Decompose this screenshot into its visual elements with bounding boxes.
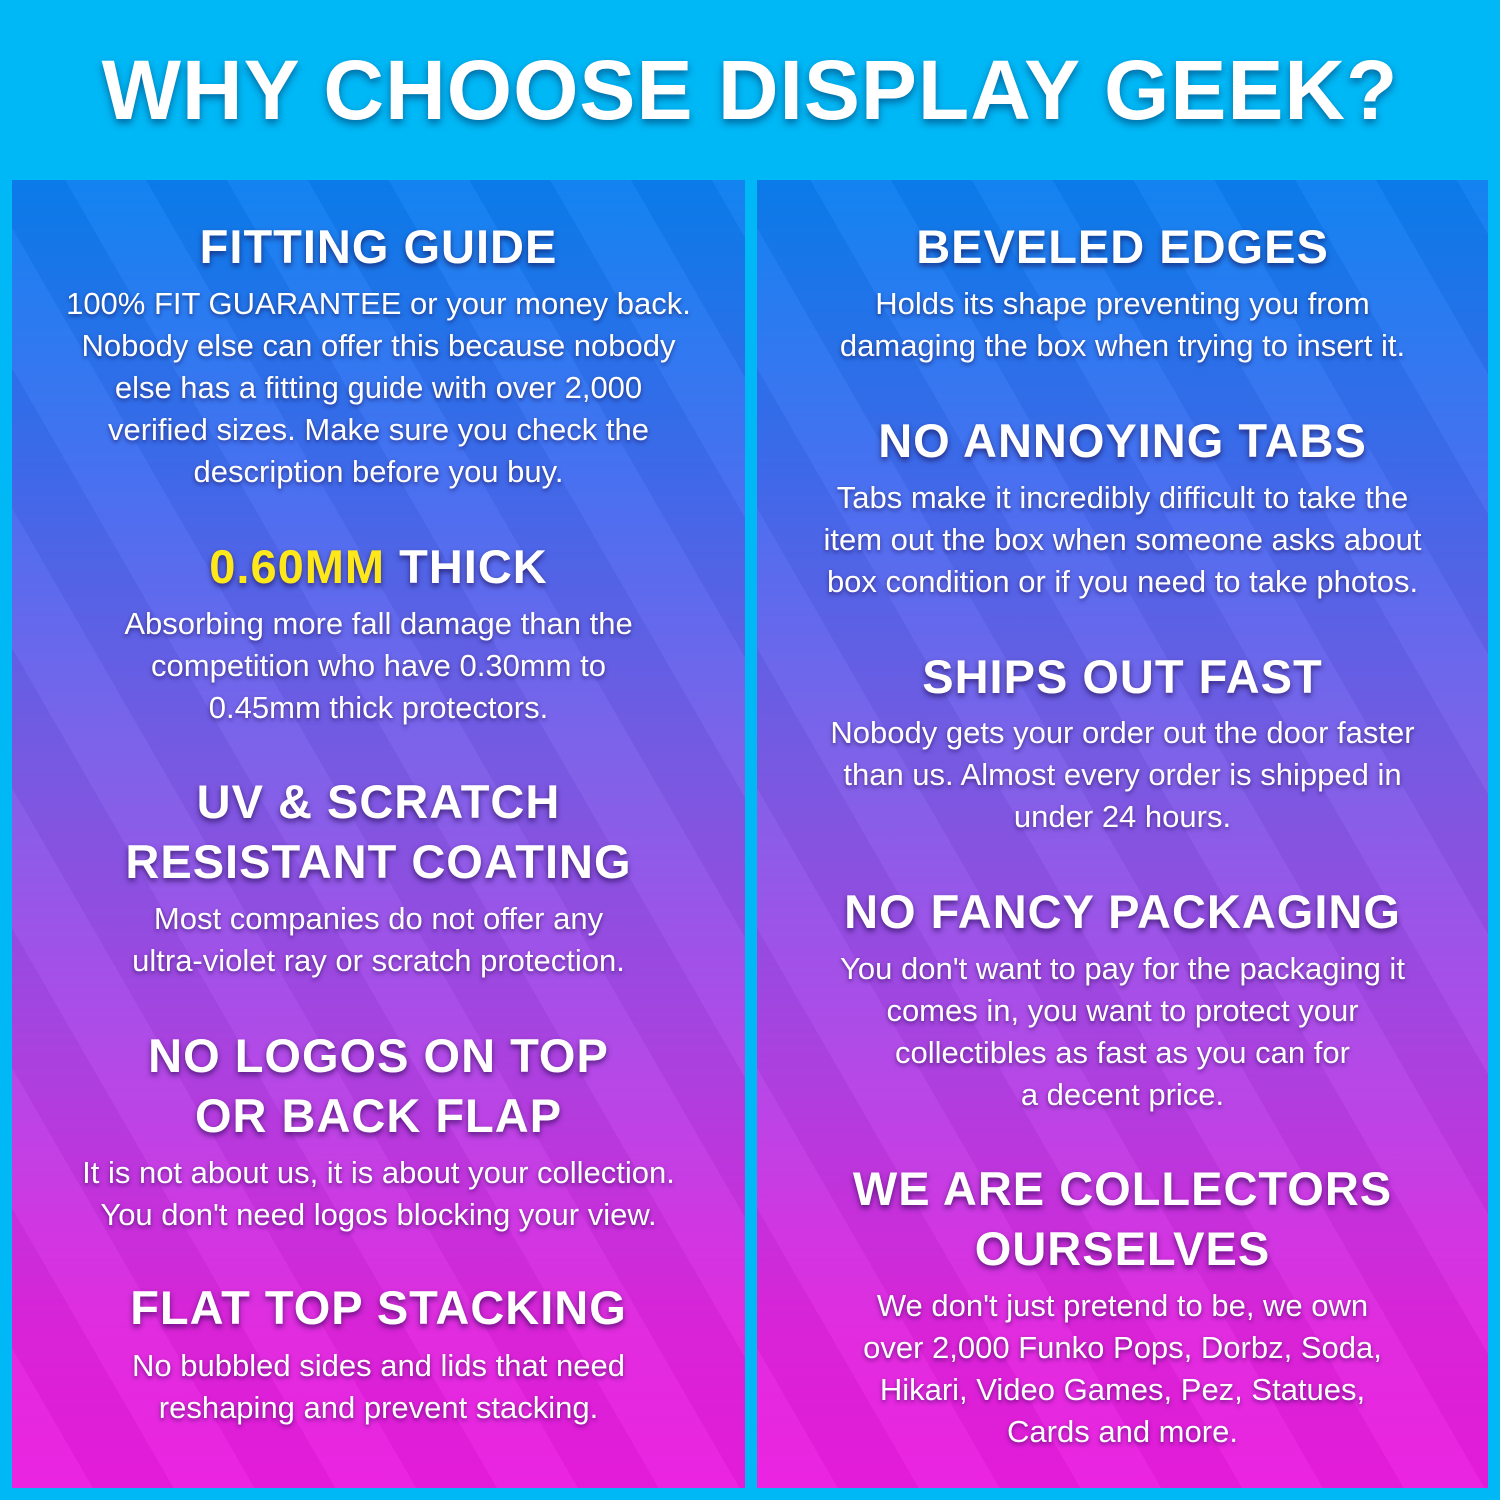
feature-body-no-tabs: Tabs make it incredibly difficult to tak…	[823, 480, 1422, 599]
left-feature-panel: FITTING GUIDE 100% FIT GUARANTEE or your…	[12, 180, 745, 1488]
feature-heading-no-tabs: NO ANNOYING TABS	[878, 414, 1367, 467]
feature-body-beveled-edges: Holds its shape preventing you from dama…	[839, 286, 1406, 363]
feature-body-thickness: Absorbing more fall damage than the comp…	[124, 606, 633, 725]
feature-heading-fitting-guide: FITTING GUIDE	[199, 220, 558, 273]
feature-heading-beveled-edges: BEVELED EDGES	[916, 220, 1329, 273]
feature-body-ships-fast: Nobody gets your order out the door fast…	[830, 715, 1415, 834]
feature-body-fitting-guide: 100% FIT GUARANTEE or your money back. N…	[66, 286, 691, 489]
feature-body-uv-coating: Most companies do not offer any ultra-vi…	[132, 901, 625, 978]
feature-heading-uv-coating: UV & SCRATCH RESISTANT COATING	[125, 775, 632, 888]
feature-body-no-packaging: You don't want to pay for the packaging …	[840, 951, 1405, 1112]
feature-heading-collectors: WE ARE COLLECTORS OURSELVES	[852, 1162, 1393, 1275]
feature-heading-thickness: 0.60MM THICK	[12, 537, 745, 597]
feature-heading-ships-fast: SHIPS OUT FAST	[922, 650, 1323, 703]
feature-heading-flat-top: FLAT TOP STACKING	[130, 1281, 627, 1334]
feature-body-no-logos: It is not about us, it is about your col…	[82, 1155, 675, 1232]
feature-body-flat-top: No bubbled sides and lids that need resh…	[132, 1348, 625, 1425]
right-feature-panel: BEVELED EDGES Holds its shape preventing…	[757, 180, 1488, 1488]
thickness-highlight: 0.60MM	[209, 540, 386, 593]
feature-body-collectors: We don't just pretend to be, we own over…	[863, 1288, 1382, 1449]
thickness-heading-text: THICK	[399, 540, 548, 593]
page-title: WHY CHOOSE DISPLAY GEEK?	[101, 43, 1399, 137]
feature-heading-no-logos: NO LOGOS ON TOP OR BACK FLAP	[148, 1029, 609, 1142]
feature-heading-no-packaging: NO FANCY PACKAGING	[844, 885, 1401, 938]
